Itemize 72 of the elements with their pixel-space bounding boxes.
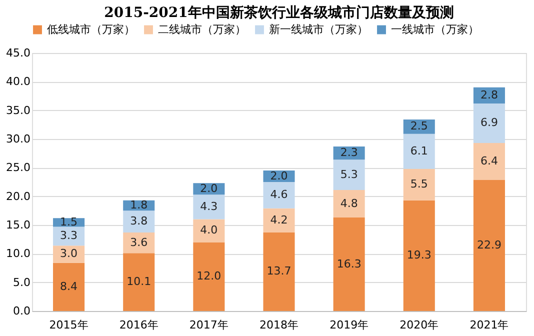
bar: [193, 194, 225, 220]
y-tick-label: 35.0: [6, 104, 30, 117]
x-tick-label: 2021年: [470, 318, 509, 332]
data-label: 8.4: [60, 280, 78, 293]
bar: [53, 246, 85, 263]
data-label: 2.8: [480, 88, 498, 102]
x-tick-label: 2016年: [119, 318, 158, 332]
data-label: 3.8: [130, 214, 148, 228]
bar: [263, 182, 295, 208]
data-label: 3.6: [130, 236, 148, 249]
bar: [53, 262, 85, 311]
y-tick-label: 0.0: [13, 304, 30, 318]
data-label: 2.5: [410, 120, 428, 133]
bar: [333, 160, 365, 190]
data-label: 4.2: [270, 213, 288, 226]
data-label: 10.1: [126, 275, 152, 288]
data-label: 2.3: [340, 146, 358, 160]
bar: [473, 143, 505, 180]
bar: [403, 120, 435, 134]
data-label: 6.9: [480, 116, 498, 130]
y-tick-label: 25.0: [6, 161, 30, 174]
bar: [193, 242, 225, 311]
bar: [263, 232, 295, 311]
data-label: 5.5: [410, 178, 428, 191]
data-label: 3.3: [60, 229, 78, 242]
legend-label: 二线城市（万家）: [158, 22, 246, 36]
data-label: 5.3: [340, 168, 358, 181]
y-tick-label: 15.0: [6, 218, 30, 232]
x-tick-label: 2018年: [260, 318, 298, 332]
data-label: 4.6: [270, 188, 288, 202]
y-tick-label: 5.0: [13, 276, 30, 289]
y-tick-label: 40.0: [6, 75, 30, 88]
bar: [123, 210, 155, 232]
bar: [333, 190, 365, 218]
data-label: 19.3: [406, 248, 432, 262]
data-label: 6.1: [410, 144, 428, 158]
data-label: 4.8: [340, 196, 358, 210]
bar: [263, 208, 295, 232]
y-tick-label: 45.0: [6, 46, 30, 60]
y-tick-label: 20.0: [6, 190, 30, 203]
legend-label: 新一线城市（万家）: [269, 22, 368, 36]
y-tick-label: 30.0: [6, 132, 30, 146]
data-label: 16.3: [336, 257, 362, 270]
data-label: 1.8: [130, 198, 148, 212]
data-label: 3.0: [60, 247, 78, 260]
bar: [403, 134, 435, 169]
bar: [403, 200, 435, 311]
legend-label: 低线城市（万家）: [47, 22, 135, 36]
data-label: 6.4: [480, 154, 498, 168]
y-tick-label: 10.0: [6, 247, 30, 260]
data-label: 1.5: [60, 215, 78, 228]
x-tick-label: 2019年: [330, 318, 369, 332]
x-tick-label: 2017年: [189, 318, 228, 332]
data-label: 22.9: [476, 238, 502, 252]
chart-title: 2015-2021年中国新茶饮行业各级城市门店数量及预测: [104, 4, 454, 21]
bar: [193, 219, 225, 242]
bar: [123, 232, 155, 254]
data-label: 2.0: [270, 169, 288, 182]
bar: [123, 253, 155, 311]
legend-label: 一线城市（万家）: [391, 22, 479, 36]
x-tick-label: 2020年: [400, 318, 439, 332]
x-tick-label: 2015年: [49, 318, 88, 332]
data-label: 12.0: [196, 270, 222, 283]
data-label: 4.0: [200, 224, 218, 237]
data-label: 2.0: [200, 182, 218, 195]
bar: [403, 168, 435, 200]
bar: [333, 218, 365, 311]
bar: [473, 103, 505, 144]
bar: [53, 226, 85, 246]
data-label: 4.3: [200, 200, 218, 213]
bar: [473, 180, 505, 311]
data-label: 13.7: [266, 264, 292, 278]
